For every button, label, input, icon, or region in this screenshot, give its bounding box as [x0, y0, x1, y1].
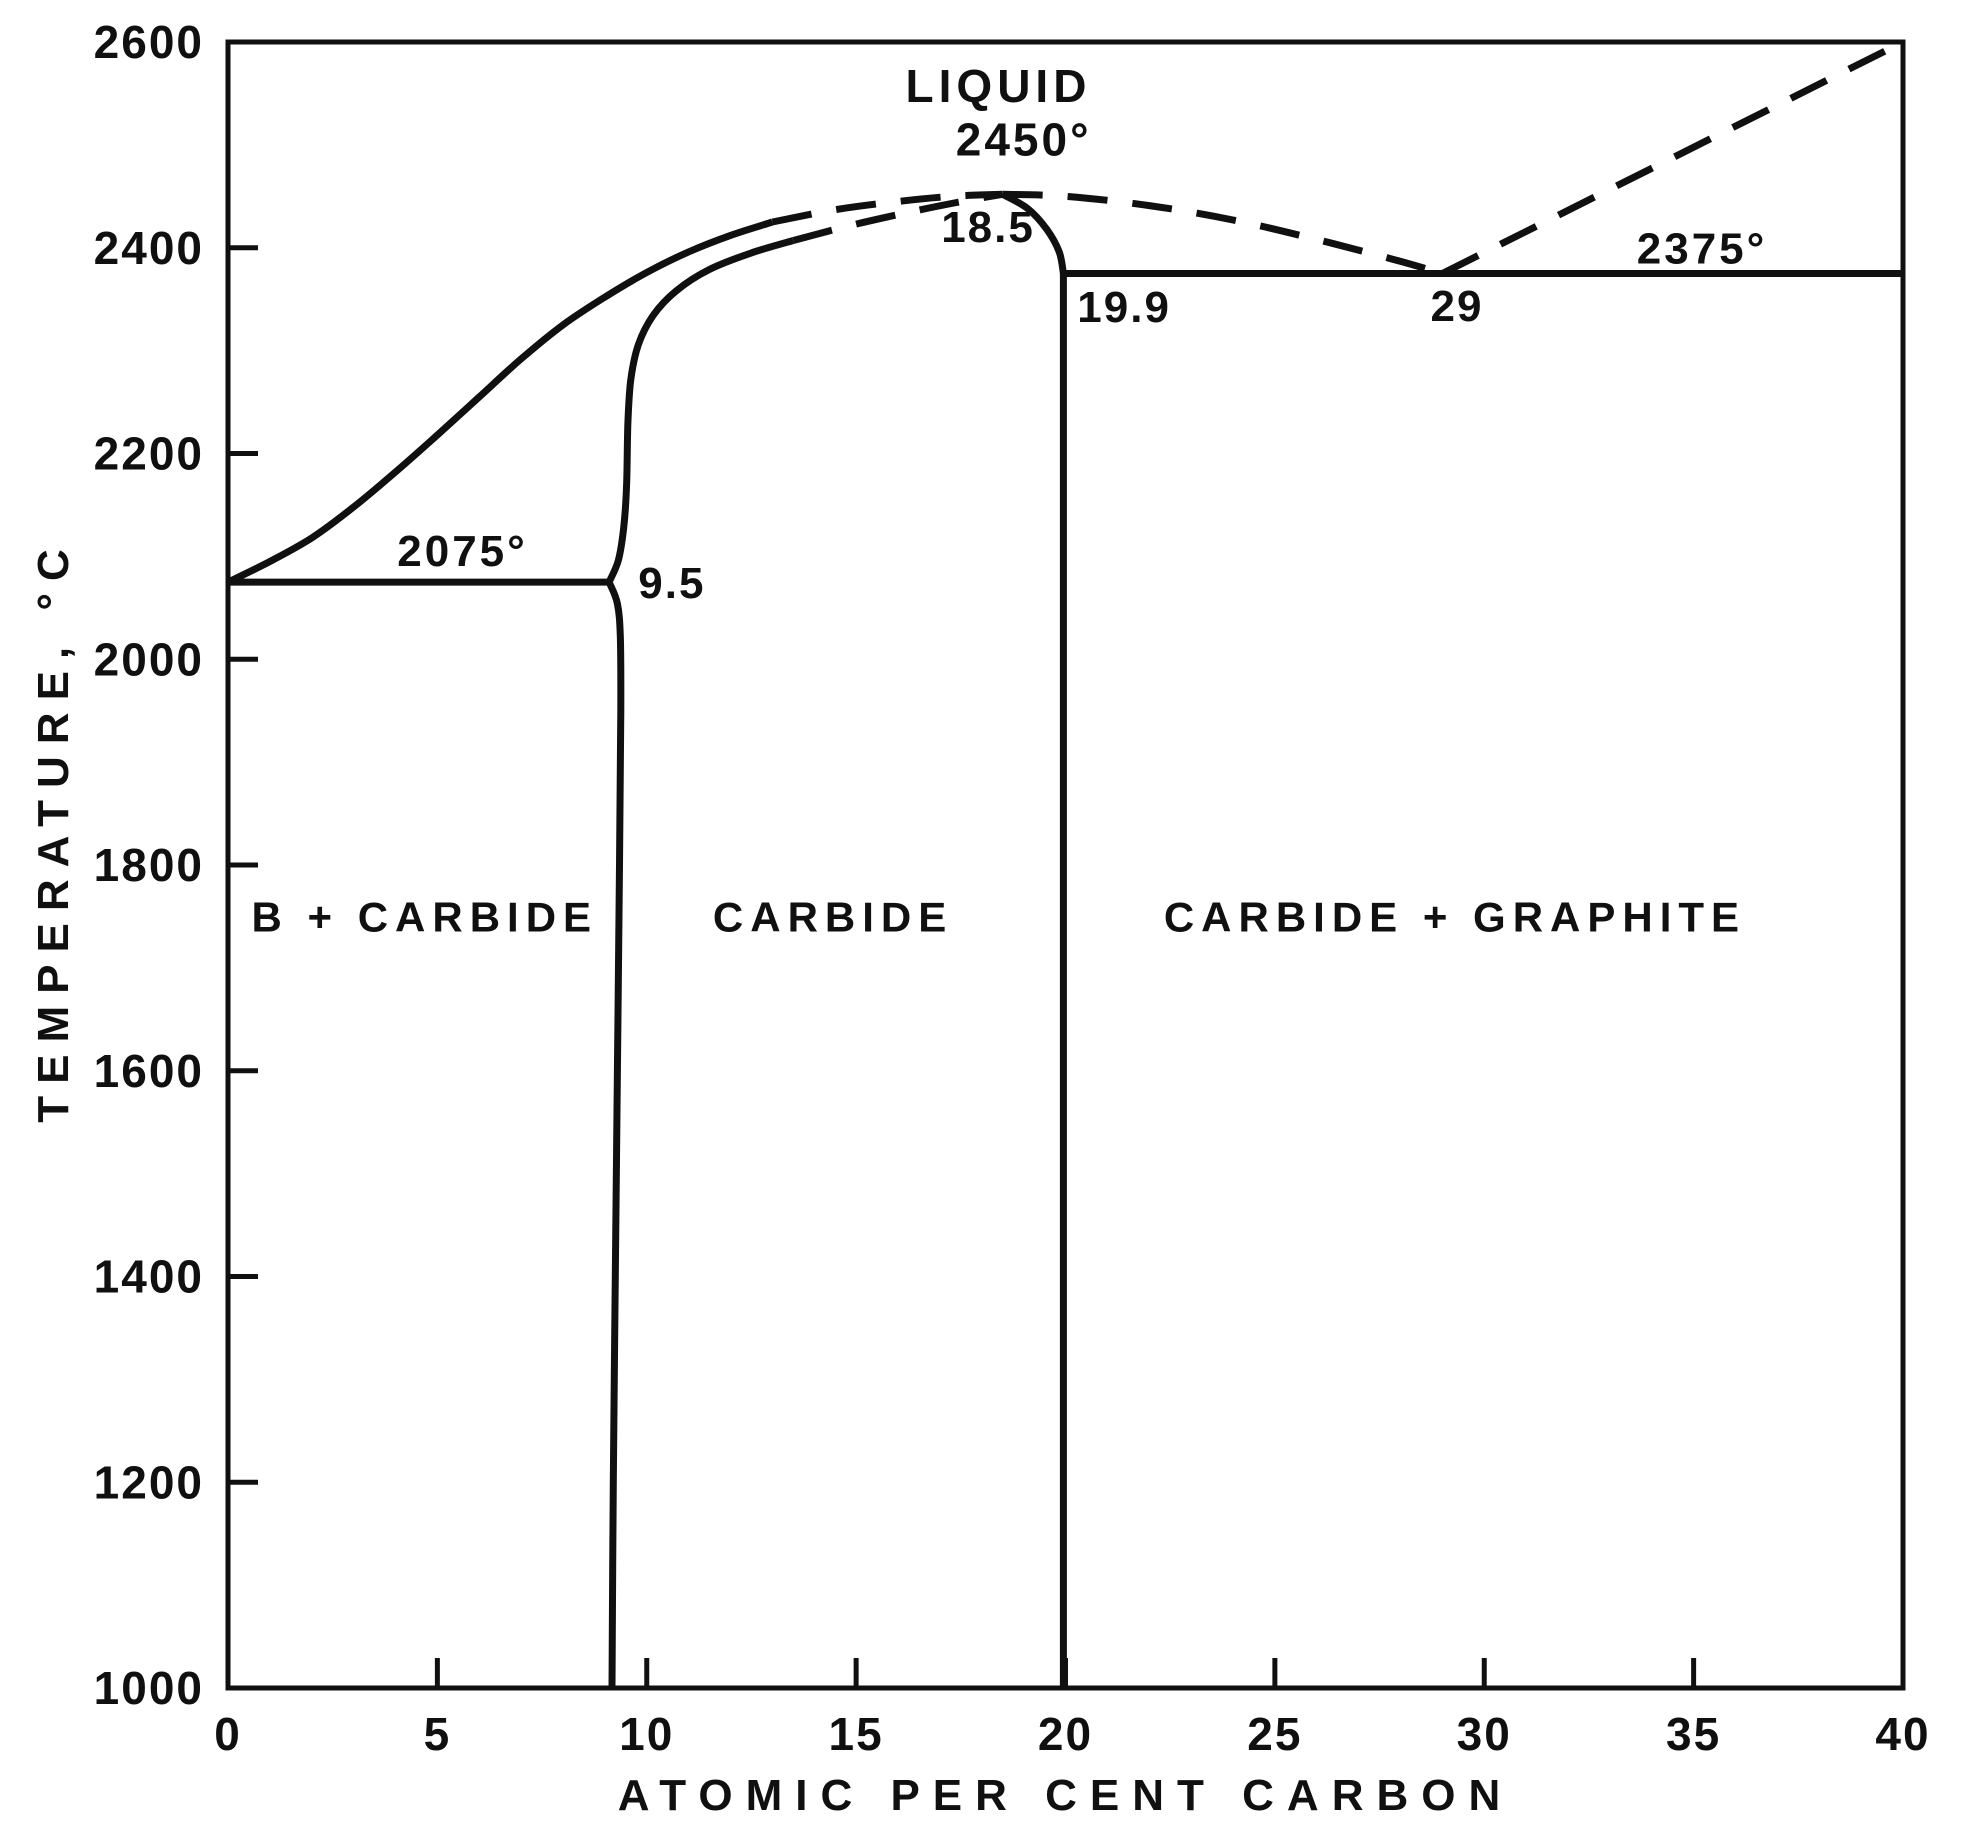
- annotation-label-carbide: CARBIDE: [713, 894, 953, 941]
- y-tick-label: 1800: [94, 839, 204, 891]
- x-tick-label: 25: [1247, 1708, 1302, 1760]
- x-tick-label: 20: [1038, 1708, 1093, 1760]
- annotation-label-29: 29: [1431, 282, 1484, 331]
- series-carbide-solidus-left-solid: [605, 237, 795, 584]
- x-tick-label: 5: [424, 1708, 452, 1760]
- x-tick-label: 0: [214, 1708, 242, 1760]
- y-tick-label: 1000: [94, 1662, 204, 1714]
- series-liquidus-left-solid: [226, 218, 774, 586]
- series-liquidus-right-of-peak-dashed: [1002, 190, 1444, 277]
- annotation-label-2375: 2375°: [1637, 225, 1767, 274]
- series-solidus-peak-to-peritectic-solid: [1000, 191, 1067, 275]
- annotation-label-b-plus-carbide: B + CARBIDE: [252, 894, 599, 941]
- x-tick-label: 15: [829, 1708, 884, 1760]
- x-axis-title: ATOMIC PER CENT CARBON: [618, 1771, 1514, 1820]
- annotation-label-9-5: 9.5: [638, 559, 705, 608]
- series-carbide-left-boundary-lower: [605, 580, 625, 1689]
- annotation-label-liquid: LIQUID: [906, 60, 1092, 112]
- annotation-label-carbide-graphite: CARBIDE + GRAPHITE: [1164, 894, 1746, 941]
- y-tick-label: 2200: [94, 428, 204, 480]
- y-axis-title: TEMPERATURE, °C: [29, 537, 78, 1122]
- series-liquidus-left-dashed-to-peak: [771, 190, 1003, 226]
- y-tick-label: 2600: [94, 16, 204, 68]
- y-tick-label: 1400: [94, 1251, 204, 1303]
- y-tick-label: 2400: [94, 222, 204, 274]
- series-graphite-liquidus-dashed: [1440, 38, 1905, 277]
- x-tick-label: 30: [1457, 1708, 1512, 1760]
- x-tick-label: 35: [1666, 1708, 1721, 1760]
- series-carbide-solidus-left-dashed: [792, 190, 1004, 244]
- annotation-label-18-5: 18.5: [941, 203, 1035, 252]
- y-tick-label: 1600: [94, 1045, 204, 1097]
- y-tick-label: 2000: [94, 633, 204, 685]
- annotation-label-2075: 2075°: [397, 527, 527, 576]
- annotation-label-2450: 2450°: [956, 113, 1092, 165]
- y-tick-label: 1200: [94, 1456, 204, 1508]
- annotation-label-19-9: 19.9: [1077, 283, 1171, 332]
- x-tick-label: 40: [1875, 1708, 1930, 1760]
- x-tick-label: 10: [619, 1708, 674, 1760]
